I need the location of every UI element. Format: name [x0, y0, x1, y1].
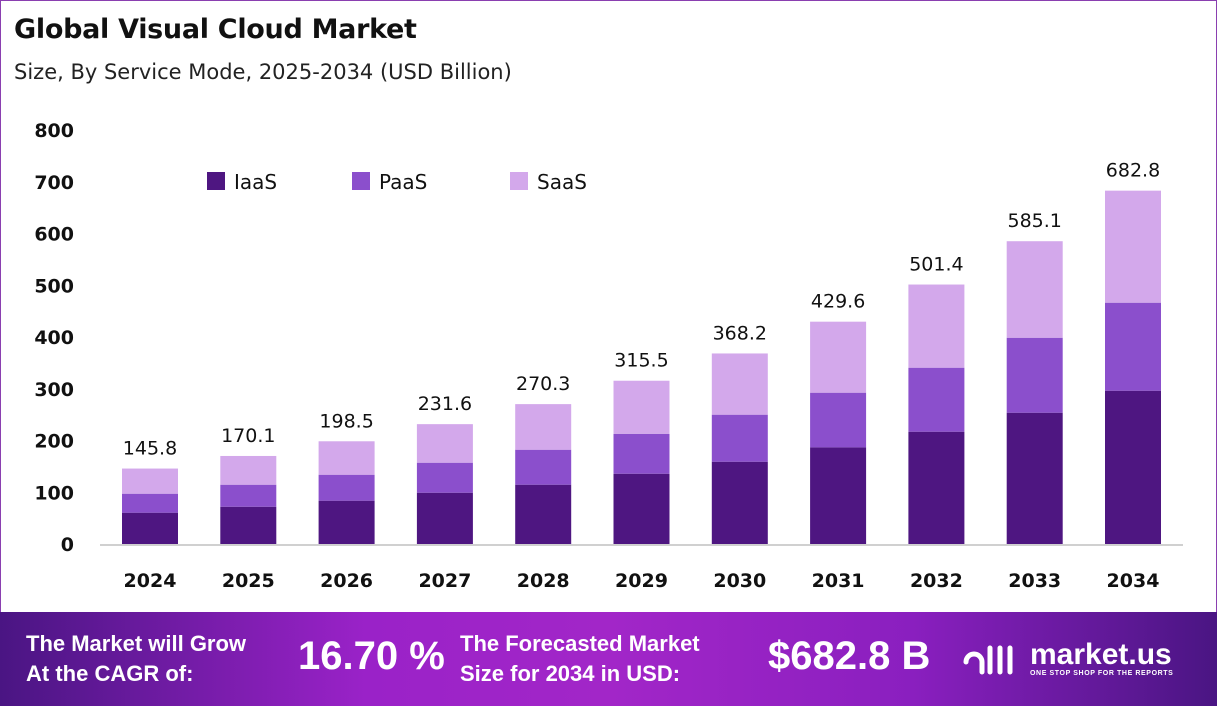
bar-segment-paas-2024 [122, 493, 178, 513]
bar-segment-paas-2032 [908, 367, 965, 432]
bar-segment-iaas-2029 [613, 473, 670, 544]
bar-segment-saas-2025 [220, 455, 277, 485]
bar-segment-iaas-2025 [220, 506, 277, 544]
bar-segment-iaas-2033 [1006, 412, 1063, 544]
forecast-value: $682.8 B [768, 634, 931, 678]
cagr-label-line2: At the CAGR of: [26, 661, 194, 686]
bar-segment-paas-2031 [810, 392, 867, 448]
total-label: 145.8 [123, 438, 177, 460]
legend-label-paas: PaaS [379, 170, 427, 194]
bar-segment-iaas-2024 [122, 512, 178, 544]
footer-banner: The Market will Grow At the CAGR of: 16.… [0, 612, 1217, 706]
x-tick-label: 2025 [222, 570, 275, 592]
bar-segment-iaas-2030 [711, 461, 768, 544]
bar-segment-saas-2027 [416, 424, 473, 463]
total-label: 170.1 [221, 425, 275, 447]
legend-label-iaas: IaaS [234, 170, 277, 194]
cagr-label: The Market will Grow At the CAGR of: [26, 629, 246, 689]
legend-label-saas: SaaS [537, 170, 587, 194]
x-tick-label: 2034 [1107, 570, 1160, 592]
x-tick-label: 2027 [418, 570, 471, 592]
legend-swatch-paas [352, 172, 370, 190]
y-tick-label: 600 [34, 224, 74, 246]
total-label: 231.6 [418, 393, 472, 415]
y-tick-label: 200 [34, 431, 74, 453]
total-label: 270.3 [516, 373, 570, 395]
x-tick-label: 2032 [910, 570, 963, 592]
chart-subtitle: Size, By Service Mode, 2025-2034 (USD Bi… [14, 60, 512, 84]
y-tick-label: 300 [34, 379, 74, 401]
bar-segment-iaas-2032 [908, 431, 965, 544]
bar-segment-saas-2026 [318, 441, 375, 475]
x-tick-label: 2029 [615, 570, 668, 592]
legend-swatch-iaas [207, 172, 225, 190]
bar-segment-paas-2029 [613, 433, 670, 474]
total-label: 585.1 [1007, 210, 1061, 232]
bar-segment-paas-2033 [1006, 337, 1063, 413]
bar-segment-paas-2026 [318, 474, 375, 501]
y-tick-label: 500 [34, 275, 74, 297]
y-tick-label: 100 [34, 482, 74, 504]
legend-swatch-saas [510, 172, 528, 190]
chart-title: Global Visual Cloud Market [14, 14, 417, 45]
y-tick-label: 800 [34, 120, 74, 142]
x-tick-label: 2028 [517, 570, 570, 592]
bar-segment-saas-2029 [613, 380, 670, 434]
bar-segment-iaas-2034 [1105, 390, 1161, 544]
forecast-label-line2: Size for 2034 in USD: [460, 661, 681, 686]
total-label: 682.8 [1106, 160, 1160, 182]
bar-segment-iaas-2028 [515, 484, 572, 544]
cagr-label-line1: The Market will Grow [26, 631, 247, 656]
bar-segment-iaas-2026 [318, 500, 375, 544]
total-label: 368.2 [713, 322, 767, 344]
brand-name: market.us [1030, 638, 1172, 671]
bar-segment-saas-2034 [1105, 190, 1161, 303]
bar-segment-paas-2034 [1105, 302, 1161, 391]
brand-tagline: ONE STOP SHOP FOR THE REPORTS [1030, 670, 1174, 677]
cagr-value: 16.70 % [298, 634, 445, 678]
bar-segment-saas-2030 [711, 353, 768, 415]
forecast-label-line1: The Forecasted Market [460, 631, 700, 656]
total-label: 501.4 [909, 254, 963, 276]
total-label: 198.5 [319, 410, 373, 432]
bar-segment-iaas-2027 [416, 492, 473, 544]
x-tick-label: 2024 [124, 570, 177, 592]
total-label: 315.5 [614, 350, 668, 372]
market-us-logo-icon [963, 645, 1013, 675]
total-label: 429.6 [811, 291, 865, 313]
bar-segment-paas-2025 [220, 484, 277, 507]
bar-segment-iaas-2031 [810, 447, 867, 544]
x-tick-label: 2030 [713, 570, 766, 592]
y-tick-label: 400 [34, 327, 74, 349]
x-tick-label: 2031 [812, 570, 865, 592]
bar-segment-saas-2033 [1006, 241, 1063, 338]
x-tick-label: 2033 [1008, 570, 1061, 592]
stacked-bar-chart: 0 100 200 300 400 500 600 700 800 145.8 2024 170.1 2… [34, 120, 1183, 592]
forecast-label: The Forecasted Market Size for 2034 in U… [460, 629, 700, 689]
y-tick-label: 700 [34, 172, 74, 194]
bar-segment-paas-2027 [416, 462, 473, 493]
bar-segment-saas-2028 [515, 404, 572, 450]
bar-segment-saas-2024 [122, 468, 178, 494]
bar-segment-saas-2032 [908, 284, 965, 368]
bar-segment-paas-2028 [515, 449, 572, 485]
bar-segment-saas-2031 [810, 321, 867, 393]
bar-segment-paas-2030 [711, 414, 768, 462]
y-tick-label: 0 [61, 534, 74, 556]
x-tick-label: 2026 [320, 570, 373, 592]
